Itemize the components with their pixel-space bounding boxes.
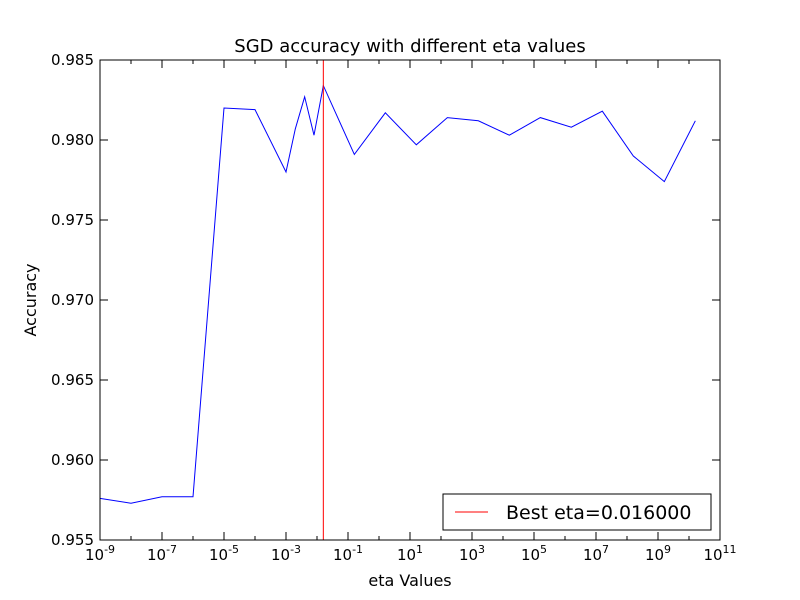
x-tick-label: 101 bbox=[397, 543, 423, 564]
y-tick-label: 0.980 bbox=[51, 131, 94, 149]
y-tick-label: 0.970 bbox=[51, 291, 94, 309]
y-axis: 0.955 0.960 0.965 0.970 0.975 0.980 0.985 bbox=[51, 51, 720, 549]
x-tick-label: 109 bbox=[645, 543, 671, 564]
legend-box bbox=[442, 493, 712, 531]
x-tick-label: 10-3 bbox=[271, 543, 301, 564]
y-tick-label: 0.955 bbox=[51, 531, 94, 549]
plot-frame bbox=[99, 59, 721, 541]
x-tick-label: 107 bbox=[583, 543, 609, 564]
series-line-0 bbox=[99, 83, 696, 504]
y-tick-label: 0.960 bbox=[51, 451, 94, 469]
y-tick-label: 0.965 bbox=[51, 371, 94, 389]
chart-title: SGD accuracy with different eta values bbox=[234, 36, 585, 57]
x-tick-label: 10-9 bbox=[85, 543, 115, 564]
x-axis-label: eta Values bbox=[368, 571, 451, 590]
x-tick-label: 105 bbox=[521, 543, 547, 564]
y-tick-label: 0.985 bbox=[51, 51, 94, 69]
x-axis: 10-9 10-7 10-5 10-3 10-1 101 103 105 107 109 1011 bbox=[85, 60, 737, 564]
y-tick-label: 0.975 bbox=[51, 211, 94, 229]
plot-area bbox=[99, 60, 696, 540]
x-tick-label: 1011 bbox=[703, 543, 736, 564]
y-axis-label: Accuracy bbox=[21, 263, 40, 336]
x-tick-label: 10-7 bbox=[147, 543, 177, 564]
x-tick-label: 103 bbox=[459, 543, 485, 564]
x-tick-label: 10-1 bbox=[333, 543, 363, 564]
legend-label: Best eta=0.016000 bbox=[506, 502, 691, 524]
x-tick-label: 10-5 bbox=[209, 543, 239, 564]
legend: Best eta=0.016000 bbox=[442, 493, 712, 531]
